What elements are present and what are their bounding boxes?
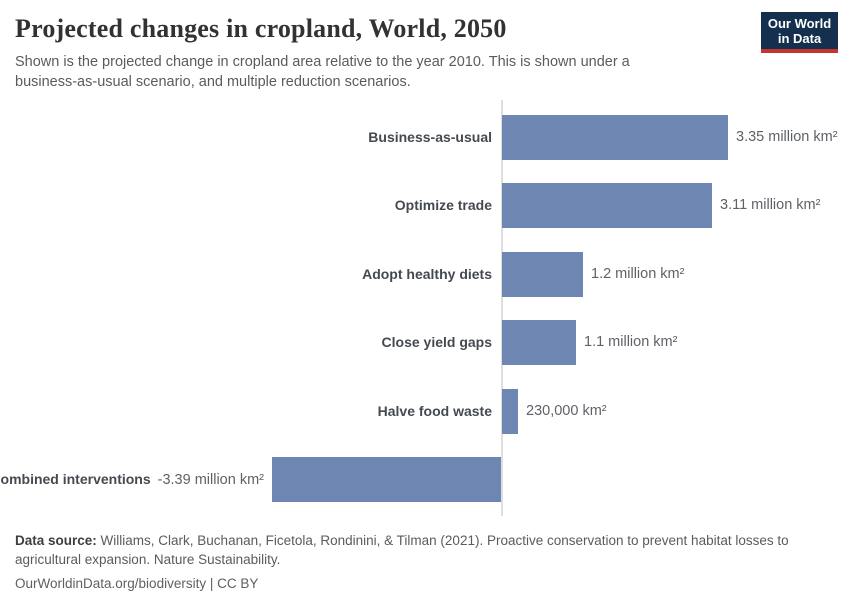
value-label: 3.35 million km² xyxy=(736,129,838,145)
owid-url-link[interactable]: OurWorldinData.org/biodiversity xyxy=(15,576,207,591)
bar-combined-interventions[interactable] xyxy=(272,457,501,502)
data-source-note: Data source: Williams, Clark, Buchanan, … xyxy=(15,531,827,569)
bar-business-as-usual[interactable] xyxy=(502,115,728,160)
page-title: Projected changes in cropland, World, 20… xyxy=(15,14,507,43)
chart-footer: Data source: Williams, Clark, Buchanan, … xyxy=(15,531,827,593)
category-and-value-label: Combined interventions -3.39 million km² xyxy=(0,457,264,502)
category-label: Adopt healthy diets xyxy=(362,266,492,282)
license-label: CC BY xyxy=(217,576,259,591)
value-label: 1.1 million km² xyxy=(584,334,678,350)
data-source-label: Data source: xyxy=(15,533,97,548)
value-label: 3.11 million km² xyxy=(720,197,821,213)
data-source-text: Williams, Clark, Buchanan, Ficetola, Ron… xyxy=(15,533,789,567)
footer-separator: | xyxy=(209,576,214,591)
owid-logo-line1: Our World xyxy=(767,16,832,31)
value-label: 1.2 million km² xyxy=(591,266,685,282)
value-label: -3.39 million km² xyxy=(157,472,264,488)
chart-subtitle: Shown is the projected change in croplan… xyxy=(15,54,630,90)
category-label: Business-as-usual xyxy=(368,129,492,145)
owid-logo-line2: in Data xyxy=(777,31,822,46)
category-label: Close yield gaps xyxy=(381,334,492,350)
bar-optimize-trade[interactable] xyxy=(502,183,712,228)
zero-axis-line xyxy=(501,100,503,516)
category-label: Optimize trade xyxy=(394,197,492,213)
owid-logo[interactable]: Our World in Data xyxy=(761,12,838,53)
category-label: Halve food waste xyxy=(377,403,492,419)
category-label: Combined interventions xyxy=(0,471,151,487)
bar-adopt-healthy-diets[interactable] xyxy=(502,252,583,297)
bar-halve-food-waste[interactable] xyxy=(502,389,518,434)
footer-license-line: OurWorldinData.org/biodiversity | CC BY xyxy=(15,574,827,593)
bar-chart-area: Business-as-usual 3.35 million km² Optimiz… xyxy=(0,100,850,516)
bar-close-yield-gaps[interactable] xyxy=(502,320,576,365)
value-label: 230,000 km² xyxy=(526,403,607,419)
